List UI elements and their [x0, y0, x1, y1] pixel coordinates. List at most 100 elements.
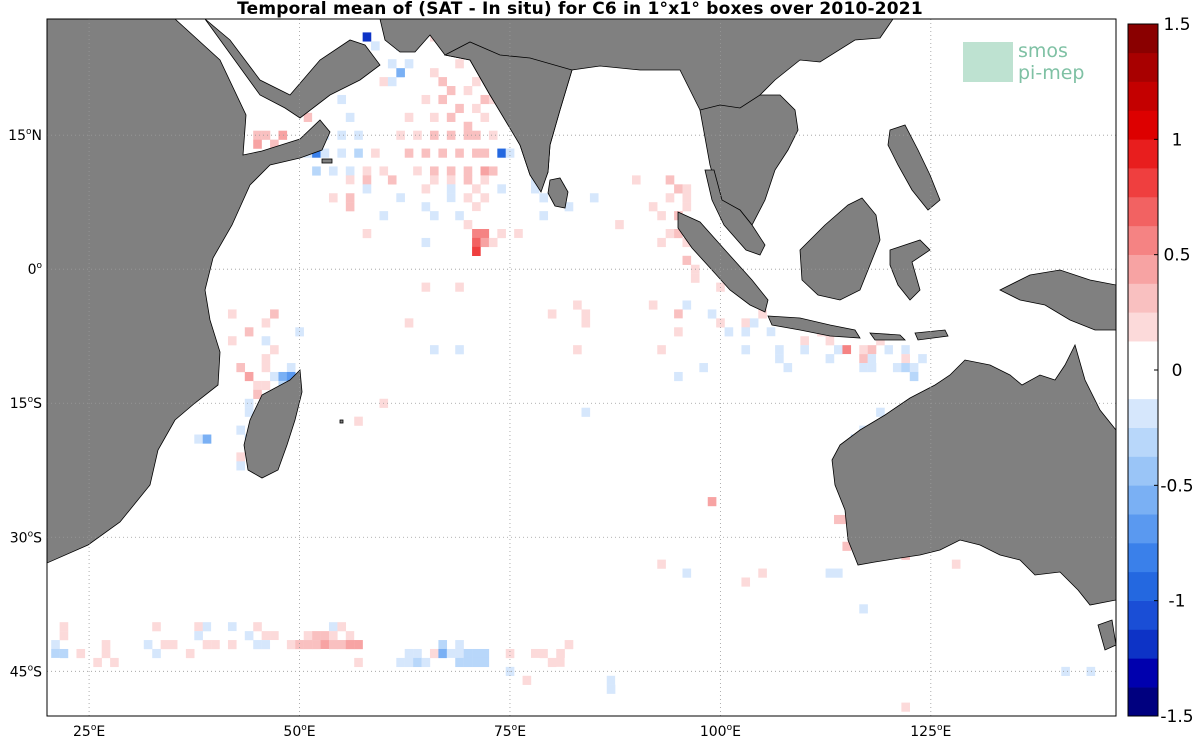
colorbar-segment [1128, 543, 1158, 573]
data-box [817, 345, 826, 355]
land-masses [47, 19, 1116, 651]
data-box [463, 121, 473, 131]
data-box [429, 68, 439, 78]
data-box [901, 702, 910, 712]
data-box [472, 237, 481, 248]
data-box [514, 336, 523, 346]
data-box [362, 184, 372, 194]
data-box [413, 175, 422, 185]
data-box [615, 309, 624, 319]
data-box [429, 345, 439, 355]
data-box [177, 640, 187, 650]
data-box [337, 640, 347, 650]
data-box [581, 318, 591, 328]
data-box [438, 77, 448, 87]
data-box [244, 398, 254, 408]
data-box [295, 202, 304, 212]
data-box [825, 568, 835, 578]
colorbar-segment [1128, 254, 1158, 284]
data-box [547, 657, 557, 668]
data-box [244, 327, 254, 337]
data-box [884, 345, 894, 355]
colorbar-segment [1128, 629, 1158, 659]
data-box [455, 640, 464, 650]
colorbar-segment [1128, 168, 1158, 198]
lat-tick-label: 15oN [8, 127, 42, 144]
data-box [328, 640, 338, 650]
data-box [766, 675, 776, 685]
data-box [429, 112, 439, 122]
data-box [480, 648, 490, 659]
colorbar-tick-label: 0 [1172, 361, 1183, 381]
data-box [413, 193, 422, 203]
colorbar-segment [1128, 139, 1158, 169]
data-box [724, 345, 734, 355]
data-box [320, 631, 330, 641]
data-box [892, 345, 902, 355]
data-box [328, 631, 338, 641]
data-box [665, 336, 675, 346]
data-box [379, 309, 389, 319]
data-box [707, 497, 717, 507]
data-box [766, 336, 776, 346]
data-box [396, 228, 405, 239]
data-box [429, 166, 439, 176]
data-box [758, 309, 767, 319]
data-box [270, 139, 279, 149]
data-box [472, 184, 481, 194]
data-box [480, 675, 490, 685]
data-box [261, 363, 271, 373]
data-box [472, 148, 481, 158]
data-box [396, 68, 405, 78]
data-box [345, 640, 355, 650]
data-box [463, 193, 473, 203]
data-box [530, 184, 540, 194]
data-box [488, 237, 498, 248]
data-box [463, 220, 473, 230]
data-box [413, 345, 422, 355]
data-box [270, 345, 279, 355]
data-box [463, 175, 473, 185]
data-box [429, 648, 439, 659]
data-box [396, 657, 405, 668]
data-box [303, 112, 313, 122]
data-box [387, 59, 397, 69]
data-box [244, 407, 254, 417]
data-box [337, 94, 347, 105]
data-box [497, 148, 506, 158]
data-box [505, 148, 515, 158]
data-box [362, 228, 372, 239]
data-box [328, 166, 338, 176]
data-box [194, 622, 203, 632]
data-box [446, 166, 456, 176]
data-box [699, 300, 708, 310]
data-box [446, 184, 456, 194]
lon-tick-label: 50oE [283, 723, 315, 740]
data-box [421, 148, 431, 158]
data-box [682, 300, 692, 310]
data-box [320, 648, 330, 659]
data-box [724, 327, 734, 337]
colorbar-segment [1128, 52, 1158, 82]
map-gridlines [47, 19, 1116, 716]
data-box [270, 309, 279, 319]
data-box [783, 327, 793, 337]
data-box [573, 175, 582, 185]
data-box [1061, 666, 1070, 676]
data-box [514, 228, 523, 239]
colorbar-tick-label: -0.5 [1160, 476, 1193, 496]
data-box [253, 380, 262, 391]
data-box [236, 452, 246, 462]
data-box [371, 327, 380, 337]
data-box [354, 640, 363, 650]
data-box [135, 648, 144, 659]
data-box [876, 407, 885, 417]
data-box [270, 640, 279, 650]
data-box [648, 273, 658, 283]
data-box [404, 211, 414, 221]
data-box [421, 184, 431, 194]
data-box [556, 434, 565, 444]
data-box [480, 94, 490, 105]
data-box [674, 184, 683, 194]
data-box [244, 371, 254, 382]
